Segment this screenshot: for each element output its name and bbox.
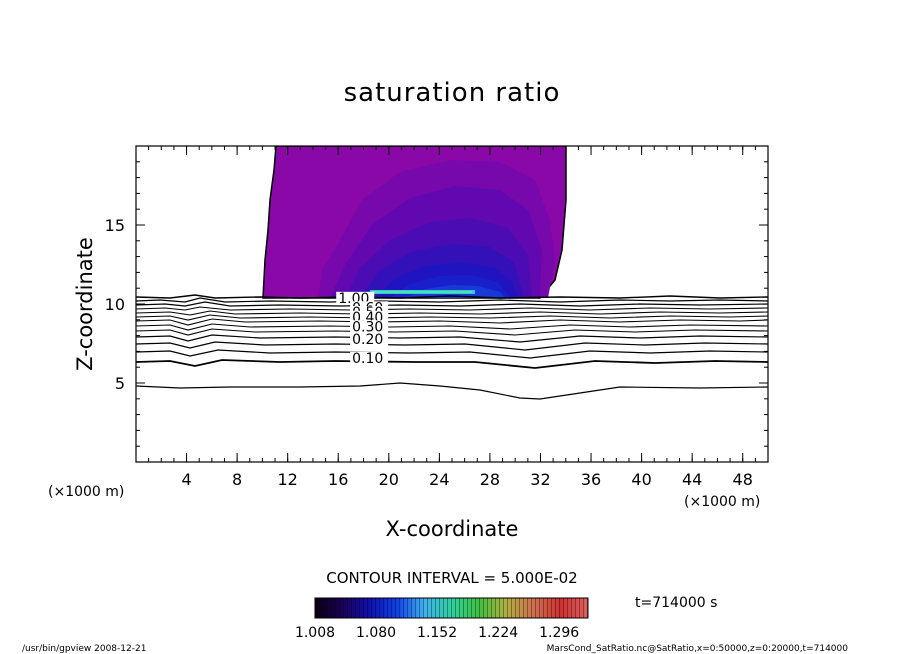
contour-line bbox=[136, 359, 768, 369]
x-tick-label: 44 bbox=[682, 470, 702, 489]
contour-line bbox=[136, 323, 768, 331]
x-unit-right: (×1000 m) bbox=[684, 494, 760, 510]
colorbar: 1.008 1.080 1.152 1.224 1.296 bbox=[295, 597, 589, 641]
contour-label-text: 0.30 bbox=[352, 319, 383, 335]
contour-interval: CONTOUR INTERVAL = 5.000E-02 bbox=[326, 569, 577, 587]
x-tick-label: 40 bbox=[631, 470, 651, 489]
contour-label-text: 0.10 bbox=[352, 351, 383, 367]
colorbar-labels: 1.008 1.080 1.152 1.224 1.296 bbox=[295, 625, 579, 641]
colorbar-frame bbox=[314, 597, 589, 619]
x-tick-label: 24 bbox=[429, 470, 449, 489]
time-label: t=714000 s bbox=[635, 595, 717, 611]
contour-line bbox=[136, 349, 768, 359]
y-tick-label: 5 bbox=[115, 374, 125, 393]
plot-area: 1.000.600.500.400.300.200.10 bbox=[136, 146, 768, 400]
x-unit-left: (×1000 m) bbox=[48, 484, 124, 500]
contour-line bbox=[136, 301, 768, 307]
contour-labels: 1.000.600.500.400.300.200.10 bbox=[336, 291, 389, 367]
x-tick-label: 32 bbox=[530, 470, 550, 489]
colorbar-label: 1.080 bbox=[356, 625, 396, 641]
cloud-base-green bbox=[372, 291, 472, 293]
x-tick-label: 8 bbox=[232, 470, 242, 489]
contour-line bbox=[136, 341, 768, 351]
contour-line bbox=[136, 328, 768, 336]
contour-label: 0.10 bbox=[350, 351, 389, 367]
contour-line bbox=[136, 310, 768, 316]
x-tick-label: 36 bbox=[581, 470, 601, 489]
x-tick-label: 48 bbox=[733, 470, 753, 489]
x-axis-label: X-coordinate bbox=[386, 517, 519, 541]
colorbar-label: 1.152 bbox=[417, 625, 457, 641]
contour-line bbox=[136, 318, 768, 326]
contour-lines bbox=[136, 294, 768, 400]
contour-label: 0.20 bbox=[350, 332, 389, 348]
contour-line bbox=[136, 297, 768, 303]
x-tick-label: 16 bbox=[328, 470, 348, 489]
contour-line bbox=[136, 306, 768, 311]
cloud-region bbox=[262, 146, 567, 299]
contour-label: 0.30 bbox=[350, 319, 389, 335]
chart-title: saturation ratio bbox=[344, 78, 561, 108]
x-tick-label: 4 bbox=[181, 470, 191, 489]
contour-line bbox=[136, 294, 768, 299]
contour-line bbox=[136, 382, 768, 400]
colorbar-label: 1.296 bbox=[539, 625, 579, 641]
colorbar-label: 1.224 bbox=[478, 625, 518, 641]
x-tick-label: 20 bbox=[379, 470, 399, 489]
y-tick-label: 15 bbox=[105, 216, 125, 235]
colorbar-stripes bbox=[315, 598, 588, 618]
footer-right: MarsCond_SatRatio.nc@SatRatio,x=0:50000,… bbox=[547, 644, 849, 654]
colorbar-label: 1.008 bbox=[295, 625, 335, 641]
contour-line bbox=[136, 334, 768, 343]
x-tick-label: 12 bbox=[278, 470, 298, 489]
contour-line bbox=[136, 314, 768, 321]
contour-label-text: 0.20 bbox=[352, 332, 383, 348]
y-tick-label: 10 bbox=[105, 295, 125, 314]
footer-left: /usr/bin/gpview 2008-12-21 bbox=[22, 644, 146, 654]
y-axis-label: Z-coordinate bbox=[73, 237, 97, 371]
x-tick-label: 28 bbox=[480, 470, 500, 489]
